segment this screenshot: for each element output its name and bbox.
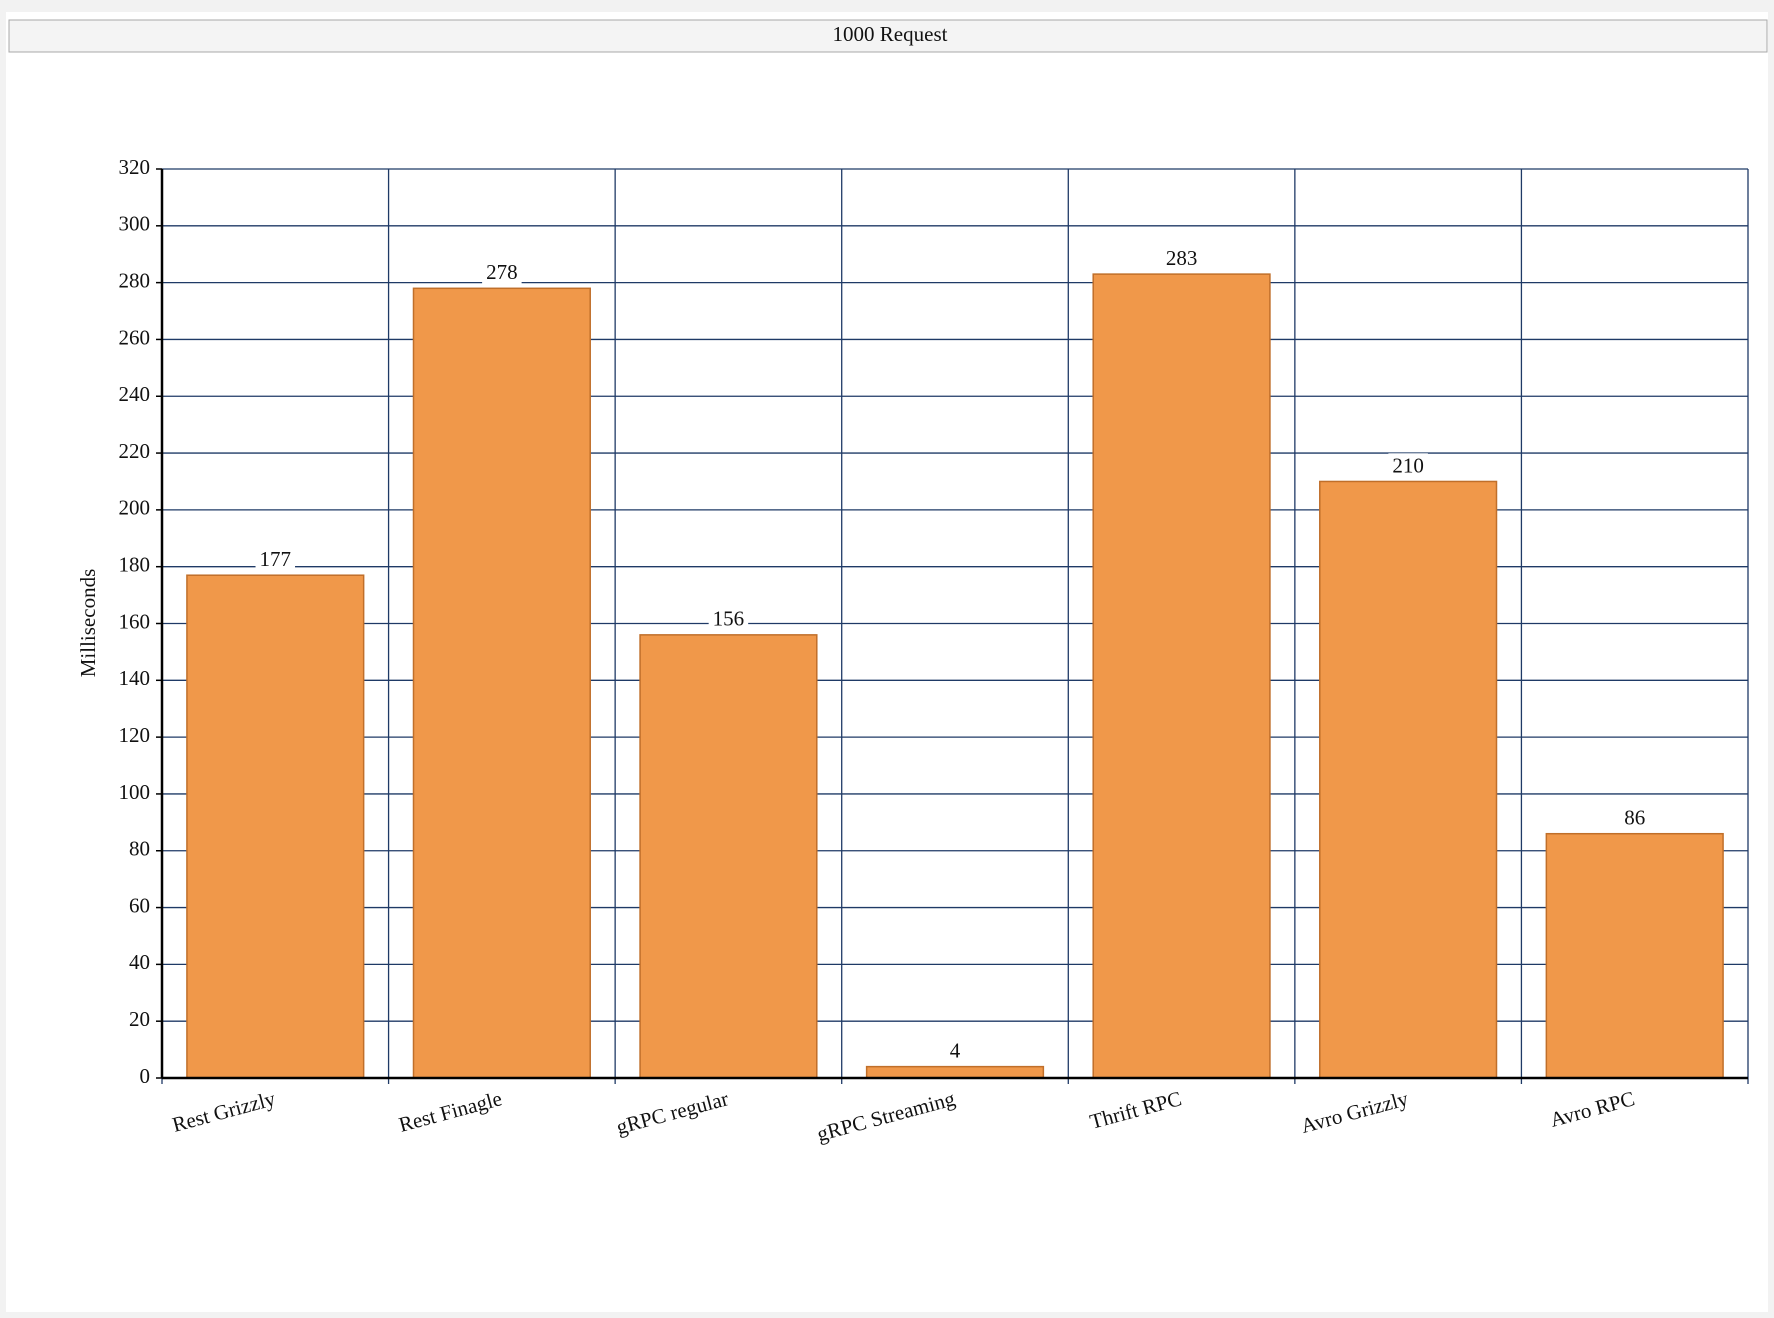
bar	[1092, 273, 1271, 1079]
value-label: 278	[486, 260, 518, 284]
chart-title: 1000 Request	[833, 22, 948, 46]
y-tick-label: 320	[119, 155, 151, 179]
bar	[639, 634, 818, 1079]
y-tick-label: 260	[119, 325, 151, 349]
y-axis-label: Milliseconds	[76, 569, 100, 678]
y-tick-label: 300	[119, 212, 151, 236]
value-label-bg	[1161, 245, 1202, 270]
value-label-bg	[255, 547, 296, 572]
value-label-bg	[1388, 453, 1428, 478]
y-tick-label: 80	[129, 837, 150, 861]
value-label: 210	[1392, 453, 1424, 477]
y-tick-label: 120	[119, 723, 151, 747]
value-label: 177	[260, 547, 292, 571]
title-bar	[8, 19, 1768, 53]
value-label-bg	[708, 606, 749, 631]
bar	[1545, 832, 1724, 1079]
value-label-bg	[1620, 805, 1650, 830]
bar	[1319, 480, 1498, 1079]
value-label: 86	[1624, 806, 1645, 830]
y-tick-label: 240	[119, 382, 151, 406]
bar	[865, 1065, 1045, 1079]
value-label: 4	[950, 1038, 961, 1062]
y-tick-label: 200	[119, 496, 151, 520]
value-label-bg	[482, 260, 522, 285]
y-tick-label: 280	[119, 268, 151, 292]
value-label: 283	[1166, 246, 1198, 270]
value-label: 156	[713, 607, 745, 631]
y-tick-label: 140	[119, 666, 151, 690]
y-tick-label: 0	[140, 1064, 151, 1088]
y-tick-label: 40	[129, 950, 150, 974]
y-tick-label: 60	[129, 893, 150, 917]
y-tick-label: 20	[129, 1007, 150, 1031]
y-tick-label: 160	[119, 609, 151, 633]
y-tick-label: 180	[119, 553, 151, 577]
y-tick-label: 100	[119, 780, 151, 804]
bar	[186, 574, 365, 1079]
y-tick-label: 220	[119, 439, 151, 463]
value-label-bg	[945, 1038, 965, 1063]
bar	[412, 287, 591, 1079]
